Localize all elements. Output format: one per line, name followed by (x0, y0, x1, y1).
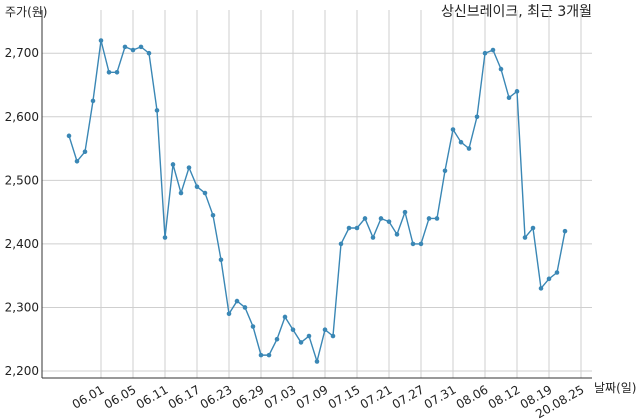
point (362, 216, 368, 221)
point (458, 139, 464, 145)
point (170, 162, 176, 167)
point (386, 219, 392, 224)
x-tick-label: 08.06 (454, 382, 491, 411)
x-tick-label: 08.12 (486, 382, 523, 411)
point (154, 108, 160, 113)
point (298, 340, 304, 345)
y-tick-label: 2,500 (5, 173, 39, 187)
point (538, 286, 544, 291)
point (482, 50, 488, 56)
x-axis-label: 날짜(일) (594, 381, 636, 395)
point (418, 241, 424, 247)
point (106, 69, 112, 75)
point (282, 314, 288, 320)
point (258, 352, 264, 358)
y-tick-label: 2,700 (5, 46, 39, 60)
x-tick-label: 06.11 (134, 382, 171, 411)
point (466, 146, 472, 151)
point (98, 38, 104, 43)
point (74, 158, 80, 164)
point (114, 69, 120, 75)
x-tick-label: 07.21 (358, 382, 395, 411)
y-tick-label: 2,200 (5, 364, 39, 378)
point (66, 133, 72, 139)
point (394, 232, 400, 237)
point (378, 216, 384, 221)
x-tick-label: 07.15 (326, 382, 363, 411)
y-tick-label: 2,600 (5, 110, 39, 124)
point (330, 333, 336, 339)
point (346, 225, 352, 231)
x-tick-label: 06.17 (166, 382, 203, 411)
point (354, 225, 360, 231)
point (434, 216, 440, 221)
point (146, 50, 152, 56)
point (474, 114, 480, 120)
x-tick-label: 07.31 (422, 382, 459, 411)
point (306, 333, 312, 339)
point (210, 212, 216, 218)
y-tick-label: 2,400 (5, 237, 39, 251)
point (514, 89, 520, 94)
point (122, 44, 128, 50)
y-axis-label: 주가(원) (5, 5, 47, 19)
line (68, 40, 566, 365)
chart-title: 상신브레이크, 최근 3개월 (441, 4, 592, 20)
point (266, 352, 272, 358)
y-tick-label: 2,300 (5, 300, 39, 314)
point (554, 270, 560, 275)
point (410, 241, 416, 247)
x-tick-label: 07.09 (294, 382, 331, 411)
point (338, 241, 344, 247)
point (402, 209, 408, 215)
x-tick-label: 06.29 (230, 382, 267, 411)
point (82, 149, 88, 155)
x-tick-label: 06.01 (70, 382, 107, 411)
point (490, 47, 496, 53)
point (506, 95, 512, 101)
point (314, 359, 320, 364)
point (498, 66, 504, 72)
point (178, 190, 184, 196)
point (426, 216, 432, 221)
x-tick-label: 07.27 (390, 382, 427, 411)
point (530, 225, 536, 231)
x-tick-label: 06.23 (198, 382, 235, 411)
point (450, 127, 456, 132)
point (130, 47, 136, 53)
point (218, 257, 224, 263)
point (322, 327, 328, 332)
point (250, 324, 256, 329)
point (442, 168, 448, 174)
point (522, 235, 528, 240)
point (162, 235, 168, 240)
point (90, 98, 96, 104)
point (274, 336, 280, 342)
point (226, 311, 232, 317)
point (370, 235, 376, 240)
point (186, 165, 192, 170)
point (290, 327, 296, 332)
point (562, 228, 568, 234)
point (202, 190, 208, 196)
point (546, 276, 552, 282)
point (138, 44, 144, 50)
point (242, 305, 248, 310)
x-tick-label: 07.03 (262, 382, 299, 411)
point (234, 298, 240, 304)
x-tick-label: 06.05 (102, 382, 139, 411)
point (194, 184, 200, 189)
